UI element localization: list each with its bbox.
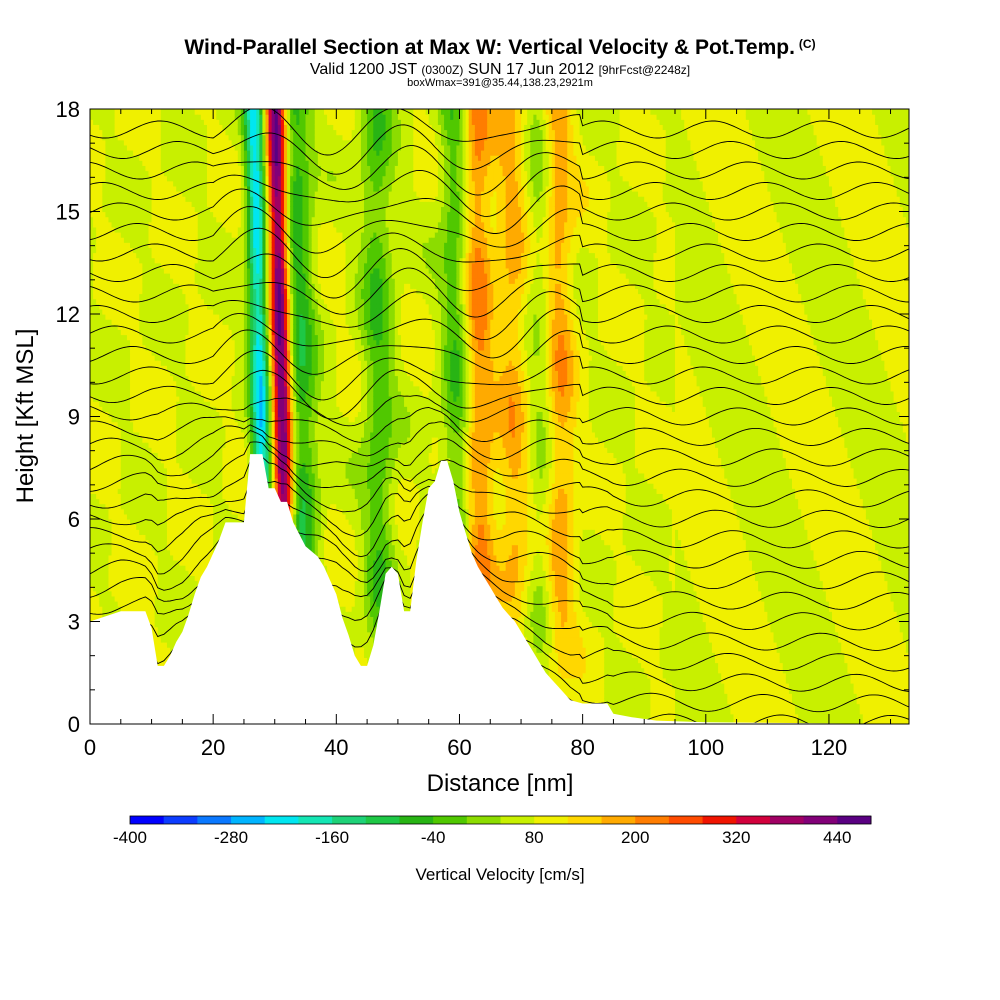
cross-section-chart: 0 20 40 60 80 100 1200369121518 -400 -280 -160 -4… <box>0 0 1000 1000</box>
